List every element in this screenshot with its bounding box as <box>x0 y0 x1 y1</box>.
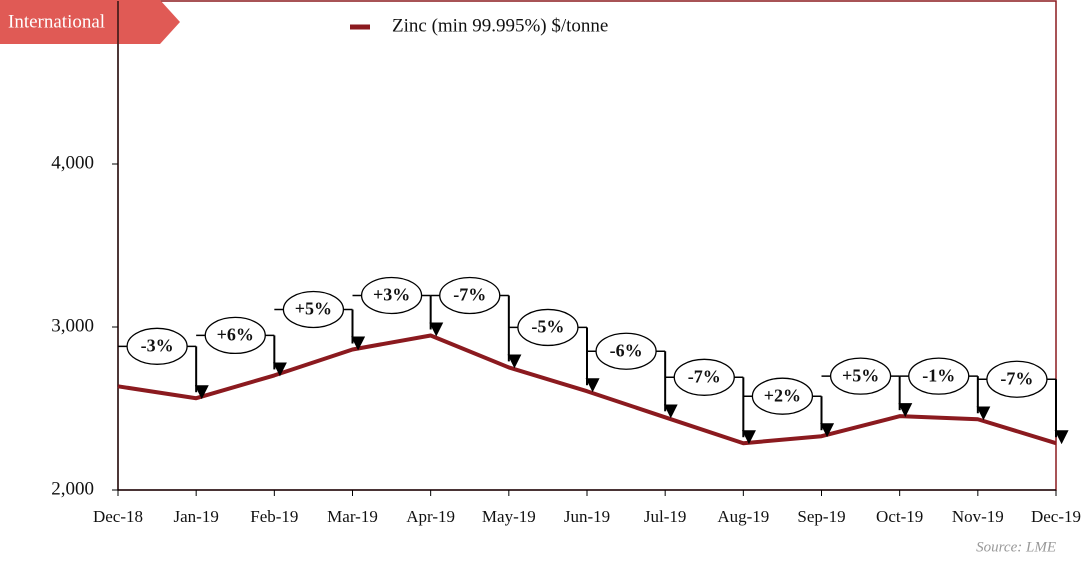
x-tick-label: May-19 <box>482 507 536 526</box>
x-tick-label: Nov-19 <box>952 507 1004 526</box>
annotation: +3% <box>373 285 410 305</box>
source: Source: LME <box>976 539 1056 555</box>
x-tick-label: Oct-19 <box>876 507 923 526</box>
annotation-bubble <box>204 316 266 355</box>
annotation-bubble <box>360 276 423 315</box>
annotation: +6% <box>217 325 254 345</box>
badge <box>0 0 180 44</box>
x-tick-label: Jun-19 <box>564 507 610 526</box>
x-tick-label: Aug-19 <box>717 507 769 526</box>
y-tick-label: 2,000 <box>51 478 94 499</box>
annotation: -7% <box>453 285 486 305</box>
y-tick-label: 4,000 <box>51 152 94 173</box>
annotation: -1% <box>922 365 955 385</box>
legend-label: Zinc (min 99.995%) $/tonne <box>392 15 608 36</box>
annotation-bubble <box>986 360 1048 398</box>
annotation-bubble <box>673 358 735 396</box>
annotation-bubble <box>829 357 892 395</box>
annotation: -5% <box>531 317 564 337</box>
annotation: -7% <box>688 366 721 386</box>
badge-text: International <box>8 11 105 32</box>
annotation-bubble <box>439 276 501 315</box>
x-tick-label: Dec-18 <box>93 507 143 526</box>
annotation-bubble <box>908 357 970 395</box>
annotation-bubble <box>517 308 579 347</box>
annotation: -3% <box>141 335 174 355</box>
annotation: +5% <box>295 299 332 319</box>
annotation: -7% <box>1000 368 1033 388</box>
annotation: +5% <box>842 365 879 385</box>
annotation-bubble <box>126 327 188 365</box>
x-tick-label: Apr-19 <box>406 507 455 526</box>
x-tick-label: Mar-19 <box>327 507 378 526</box>
annotation-bubble <box>751 377 814 415</box>
annotation: +2% <box>764 385 801 405</box>
annotation-bubble <box>595 332 657 370</box>
x-tick-label: Jan-19 <box>174 507 219 526</box>
annotation-bubble <box>282 290 345 329</box>
x-tick-label: Jul-19 <box>644 507 687 526</box>
y-tick-label: 3,000 <box>51 315 94 336</box>
x-tick-label: Dec-19 <box>1031 507 1081 526</box>
annotation: -6% <box>610 340 643 360</box>
x-tick-label: Feb-19 <box>250 507 298 526</box>
x-tick-label: Sep-19 <box>797 507 845 526</box>
